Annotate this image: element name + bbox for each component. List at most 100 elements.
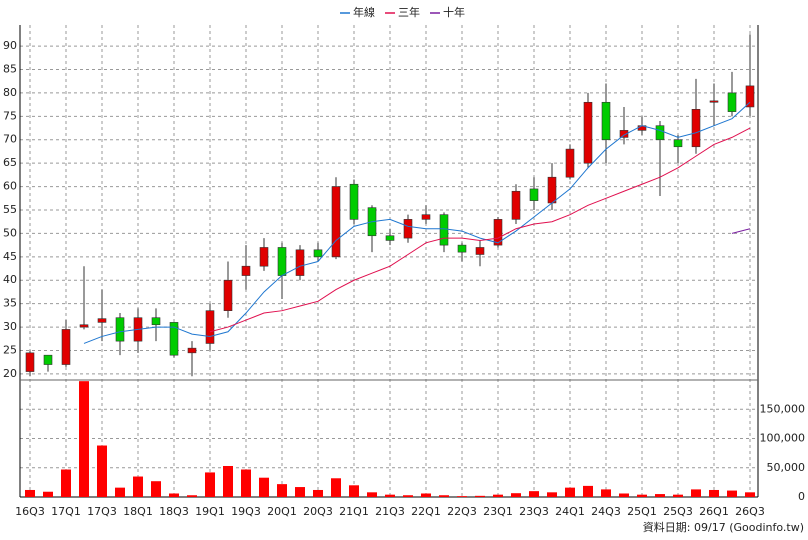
candle-body bbox=[493, 219, 503, 246]
candle-body bbox=[583, 101, 593, 164]
volume-bar bbox=[97, 445, 107, 497]
volume-bar bbox=[637, 494, 647, 497]
candle-body bbox=[421, 214, 431, 220]
ma-line bbox=[83, 101, 751, 344]
x-tick-label: 23Q3 bbox=[519, 505, 549, 518]
candle-body bbox=[385, 235, 395, 241]
legend-label: 三年 bbox=[398, 5, 420, 19]
y-tick-label: 45 bbox=[3, 250, 17, 263]
volume-bar bbox=[295, 487, 305, 497]
x-tick-label: 22Q3 bbox=[447, 505, 477, 518]
volume-bar bbox=[565, 487, 575, 497]
y-tick-label: 65 bbox=[3, 156, 17, 169]
volume-bar bbox=[43, 491, 53, 497]
volume-bar bbox=[529, 491, 539, 497]
legend-label: 年線 bbox=[353, 5, 375, 19]
candle-body bbox=[259, 247, 269, 267]
volume-bar bbox=[511, 493, 521, 497]
y-tick-label: 55 bbox=[3, 203, 17, 216]
x-tick-label: 25Q3 bbox=[663, 505, 693, 518]
candle-body bbox=[673, 139, 683, 148]
y-tick-label: 80 bbox=[3, 86, 17, 99]
volume-bar bbox=[421, 493, 431, 497]
y-tick-label: 60 bbox=[3, 180, 17, 193]
volume-bar bbox=[673, 494, 683, 497]
volume-bar bbox=[547, 492, 557, 497]
volume-bar bbox=[331, 478, 341, 497]
candle-body bbox=[187, 347, 197, 354]
candle-body bbox=[655, 125, 665, 141]
candle-body bbox=[745, 85, 755, 108]
volume-bar bbox=[259, 477, 269, 497]
candle-body bbox=[295, 249, 305, 276]
candle-body bbox=[331, 186, 341, 258]
y2-tick-label: 100,000 bbox=[760, 432, 806, 445]
x-tick-label: 20Q3 bbox=[303, 505, 333, 518]
candle-body bbox=[151, 317, 161, 326]
x-tick-label: 24Q1 bbox=[555, 505, 585, 518]
volume-bar bbox=[349, 485, 359, 497]
x-tick-label: 26Q1 bbox=[699, 505, 729, 518]
candle-body bbox=[457, 244, 467, 253]
y2-tick-label: 150,000 bbox=[760, 402, 806, 415]
volume-bar bbox=[133, 476, 143, 497]
candle-body bbox=[691, 109, 701, 148]
volume-bar bbox=[277, 484, 287, 497]
volume-bar bbox=[439, 495, 449, 497]
volume-bar bbox=[205, 472, 215, 497]
volume-bar bbox=[457, 496, 467, 497]
candle-body bbox=[205, 310, 215, 344]
x-tick-label: 22Q1 bbox=[411, 505, 441, 518]
volume-bar bbox=[25, 489, 35, 497]
volume-bar bbox=[655, 494, 665, 497]
volume-bar bbox=[691, 489, 701, 497]
y-tick-label: 20 bbox=[3, 367, 17, 380]
ma-line bbox=[731, 228, 751, 234]
volume-bar bbox=[367, 492, 377, 497]
candle-body bbox=[277, 247, 287, 276]
x-tick-label: 19Q3 bbox=[231, 505, 261, 518]
x-tick-label: 21Q1 bbox=[339, 505, 369, 518]
y-tick-label: 50 bbox=[3, 226, 17, 239]
candle-body bbox=[223, 279, 233, 311]
x-tick-label: 26Q3 bbox=[735, 505, 765, 518]
candle-body bbox=[169, 322, 179, 356]
y-tick-label: 90 bbox=[3, 39, 17, 52]
candle-body bbox=[601, 101, 611, 141]
volume-bar bbox=[475, 495, 485, 497]
candle-body bbox=[619, 130, 629, 138]
candle-body bbox=[25, 352, 35, 372]
y-tick-label: 70 bbox=[3, 133, 17, 146]
volume-bar bbox=[601, 489, 611, 497]
candle-body bbox=[349, 183, 359, 220]
candle-body bbox=[547, 176, 557, 204]
y-tick-label: 85 bbox=[3, 62, 17, 75]
x-tick-label: 19Q1 bbox=[195, 505, 225, 518]
candle-body bbox=[241, 265, 251, 276]
volume-bar bbox=[745, 492, 755, 497]
candle-body bbox=[475, 247, 485, 255]
volume-bar bbox=[619, 493, 629, 497]
candle-body bbox=[439, 214, 449, 246]
y2-tick-label: 50,000 bbox=[767, 461, 806, 474]
volume-bar bbox=[115, 487, 125, 497]
y-tick-label: 40 bbox=[3, 273, 17, 286]
candle-body bbox=[97, 318, 107, 323]
x-tick-label: 21Q3 bbox=[375, 505, 405, 518]
ma-line bbox=[209, 127, 751, 333]
volume-bar bbox=[493, 494, 503, 497]
candle-body bbox=[61, 329, 71, 365]
volume-bar bbox=[403, 495, 413, 497]
candle-body bbox=[529, 188, 539, 201]
volume-bar bbox=[169, 493, 179, 497]
candle-body bbox=[313, 249, 323, 258]
volume-bar bbox=[61, 469, 71, 497]
y2-tick-label: 0 bbox=[798, 490, 805, 503]
candle-body bbox=[709, 100, 719, 103]
volume-bar bbox=[241, 469, 251, 497]
volume-bar bbox=[151, 481, 161, 497]
x-tick-label: 18Q1 bbox=[123, 505, 153, 518]
volume-bar bbox=[187, 495, 197, 497]
